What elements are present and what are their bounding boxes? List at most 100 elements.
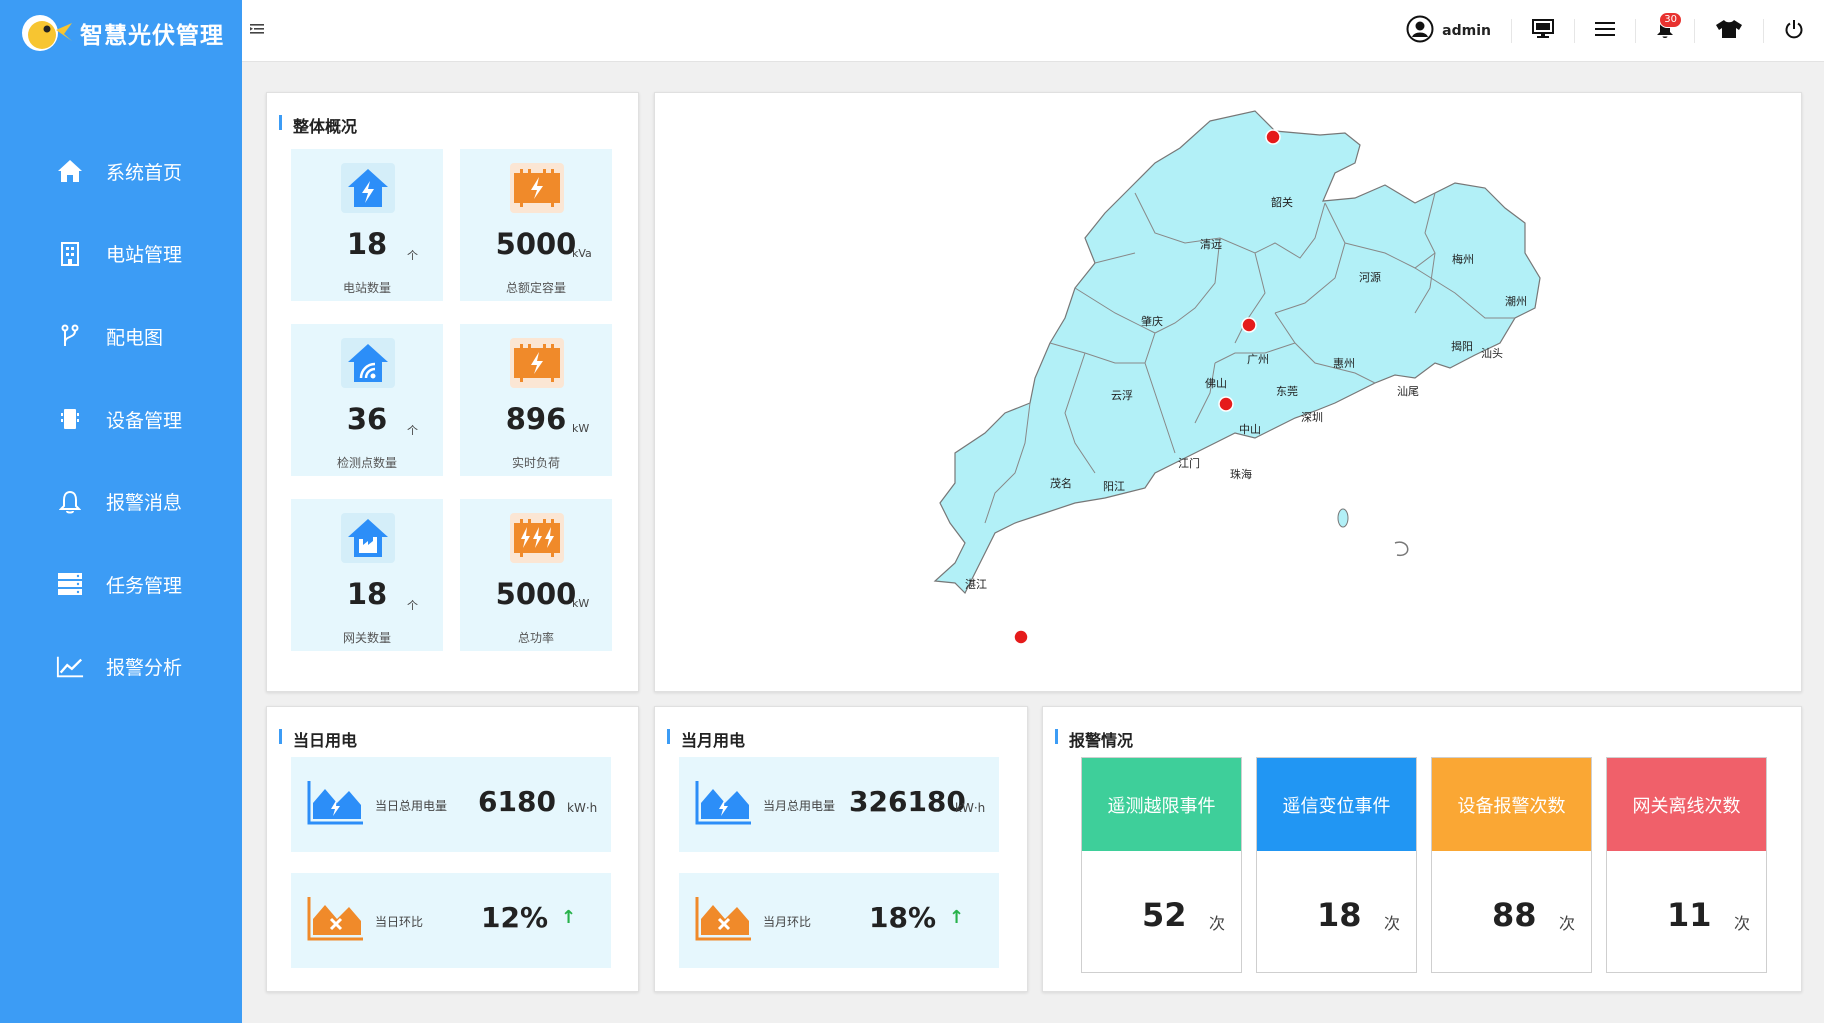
city-label: 佛山: [1205, 377, 1227, 390]
station-marker[interactable]: [1265, 129, 1281, 145]
logo[interactable]: 智慧光伏管理: [20, 12, 224, 54]
sidebar-item-distribution[interactable]: 配电图: [0, 295, 242, 378]
trend-up-arrow: ↑: [561, 907, 577, 928]
stat-card-realtime-load[interactable]: 896 kW 实时负荷: [460, 324, 612, 476]
city-label: 揭阳: [1451, 339, 1473, 353]
power-icon: [1784, 19, 1804, 43]
alarm-card-device-alarms[interactable]: 设备报警次数 88 次: [1431, 757, 1592, 973]
island: [1394, 541, 1409, 556]
shirt-icon: [1715, 19, 1743, 43]
sidebar-item-stations[interactable]: 电站管理: [0, 213, 242, 296]
station-marker[interactable]: [1241, 317, 1257, 333]
divider: [1574, 19, 1575, 43]
stat-value: 18: [346, 577, 388, 611]
panel-bolt-icon: [510, 338, 564, 388]
stat-card-checkpoints[interactable]: 36 个 检测点数量: [291, 324, 443, 476]
theme-button[interactable]: [1695, 0, 1763, 62]
station-marker[interactable]: [1218, 396, 1234, 412]
alarm-unit: 次: [1559, 914, 1576, 933]
station-marker[interactable]: [1013, 629, 1029, 645]
sidebar-item-label: 电站管理: [106, 244, 183, 267]
sidebar-item-label: 设备管理: [106, 409, 183, 432]
sidebar-item-label: 报警分析: [106, 657, 183, 680]
city-label: 阳江: [1103, 480, 1125, 493]
stat-label: 网关数量: [342, 631, 391, 645]
top-bar: admin 30: [242, 0, 1824, 62]
logout-button[interactable]: [1764, 0, 1804, 62]
monthly-total-card[interactable]: 当月总用电量 326180 kW·h: [679, 757, 999, 852]
city-label: 广州: [1247, 353, 1269, 366]
panel-title: 当日用电: [279, 727, 357, 751]
sidebar-item-label: 配电图: [106, 326, 164, 349]
monthly-ratio-card[interactable]: 当月环比 18% ↑: [679, 873, 999, 968]
notification-badge: 30: [1659, 12, 1682, 28]
stat-card-capacity[interactable]: 5000 kVa 总额定容量: [460, 149, 612, 301]
sidebar-item-home[interactable]: 系统首页: [0, 130, 242, 213]
alarm-unit: 次: [1734, 914, 1751, 933]
city-label: 汕头: [1481, 347, 1503, 360]
usage-label: 当日环比: [375, 915, 424, 929]
alarm-value: 11: [1667, 896, 1712, 934]
region-boundaries: [984, 192, 1515, 524]
divider: [1694, 19, 1695, 43]
stat-unit: kW: [572, 422, 590, 435]
panel-bolt-icon: [510, 163, 564, 213]
stat-label: 检测点数量: [336, 456, 397, 470]
sidebar-item-alarm-messages[interactable]: 报警消息: [0, 460, 242, 543]
stat-card-stations[interactable]: 18 个 电站数量: [291, 149, 443, 301]
city-label: 东莞: [1276, 385, 1298, 398]
city-label: 珠海: [1230, 467, 1252, 481]
daily-total-card[interactable]: 当日总用电量 6180 kW·h: [291, 757, 611, 852]
area-chart-bolt-icon: [307, 779, 365, 825]
screen-button[interactable]: [1512, 0, 1574, 62]
city-label: 肇庆: [1141, 314, 1163, 328]
duck-logo-icon: [20, 12, 74, 54]
alarm-card-header: 遥信变位事件: [1257, 758, 1416, 851]
alarm-unit: 次: [1384, 914, 1401, 933]
stat-label: 电站数量: [342, 281, 391, 295]
city-label: 韶关: [1271, 195, 1293, 209]
collapse-menu-icon[interactable]: [248, 20, 266, 38]
sidebar-item-label: 任务管理: [106, 574, 183, 597]
notifications-button[interactable]: 30: [1636, 0, 1694, 62]
area-chart-tools-icon: [695, 895, 753, 941]
menu-button[interactable]: [1575, 0, 1635, 62]
alarm-card-gateway-offline[interactable]: 网关离线次数 11 次: [1606, 757, 1767, 973]
alarm-unit: 次: [1209, 914, 1226, 933]
overview-panel: 整体概况 18 个 电站数量 5000 kVa 总额定容量 36 个 检测点数量…: [266, 92, 639, 692]
stat-value: 18: [346, 227, 388, 261]
city-label: 深圳: [1301, 411, 1323, 424]
city-label: 清远: [1200, 238, 1222, 251]
monitor-icon: [1532, 19, 1554, 43]
panel-title: 报警情况: [1055, 727, 1133, 751]
city-label: 湛江: [965, 578, 987, 591]
hamburger-icon: [1595, 21, 1615, 41]
daily-ratio-card[interactable]: 当日环比 12% ↑: [291, 873, 611, 968]
app-title: 智慧光伏管理: [80, 23, 224, 49]
user-avatar-icon: [1406, 15, 1434, 47]
stat-label: 实时负荷: [511, 456, 560, 470]
panel-title: 整体概况: [279, 113, 357, 137]
sidebar-item-label: 报警消息: [106, 492, 183, 515]
user-name: admin: [1442, 23, 1491, 39]
alarm-card-telemetry-limit[interactable]: 遥测越限事件 52 次: [1081, 757, 1242, 973]
stat-value: 5000: [495, 227, 577, 261]
sidebar-item-tasks[interactable]: 任务管理: [0, 543, 242, 626]
user-menu[interactable]: admin: [1406, 0, 1511, 62]
usage-unit: kW·h: [955, 801, 986, 815]
stat-card-gateways[interactable]: 18 个 网关数量: [291, 499, 443, 651]
stat-unit: 个: [407, 424, 418, 437]
city-label: 潮州: [1505, 294, 1527, 308]
alarm-value: 88: [1492, 896, 1537, 934]
sidebar-item-alarm-analysis[interactable]: 报警分析: [0, 626, 242, 709]
alarm-card-signal-change[interactable]: 遥信变位事件 18 次: [1256, 757, 1417, 973]
stat-label: 总额定容量: [505, 281, 566, 295]
city-label: 梅州: [1452, 252, 1474, 266]
stat-card-total-power[interactable]: 5000 kW 总功率: [460, 499, 612, 651]
alarm-card-header: 网关离线次数: [1607, 758, 1766, 851]
trend-up-arrow: ↑: [949, 907, 965, 928]
guangdong-map[interactable]: 韶关 清远 河源 梅州 潮州 肇庆 广州 揭阳 汕头 惠州 佛山 东莞 汕尾 云…: [655, 93, 1801, 691]
city-label: 中山: [1239, 423, 1261, 436]
sidebar-item-devices[interactable]: 设备管理: [0, 378, 242, 461]
city-label: 茂名: [1050, 476, 1072, 490]
